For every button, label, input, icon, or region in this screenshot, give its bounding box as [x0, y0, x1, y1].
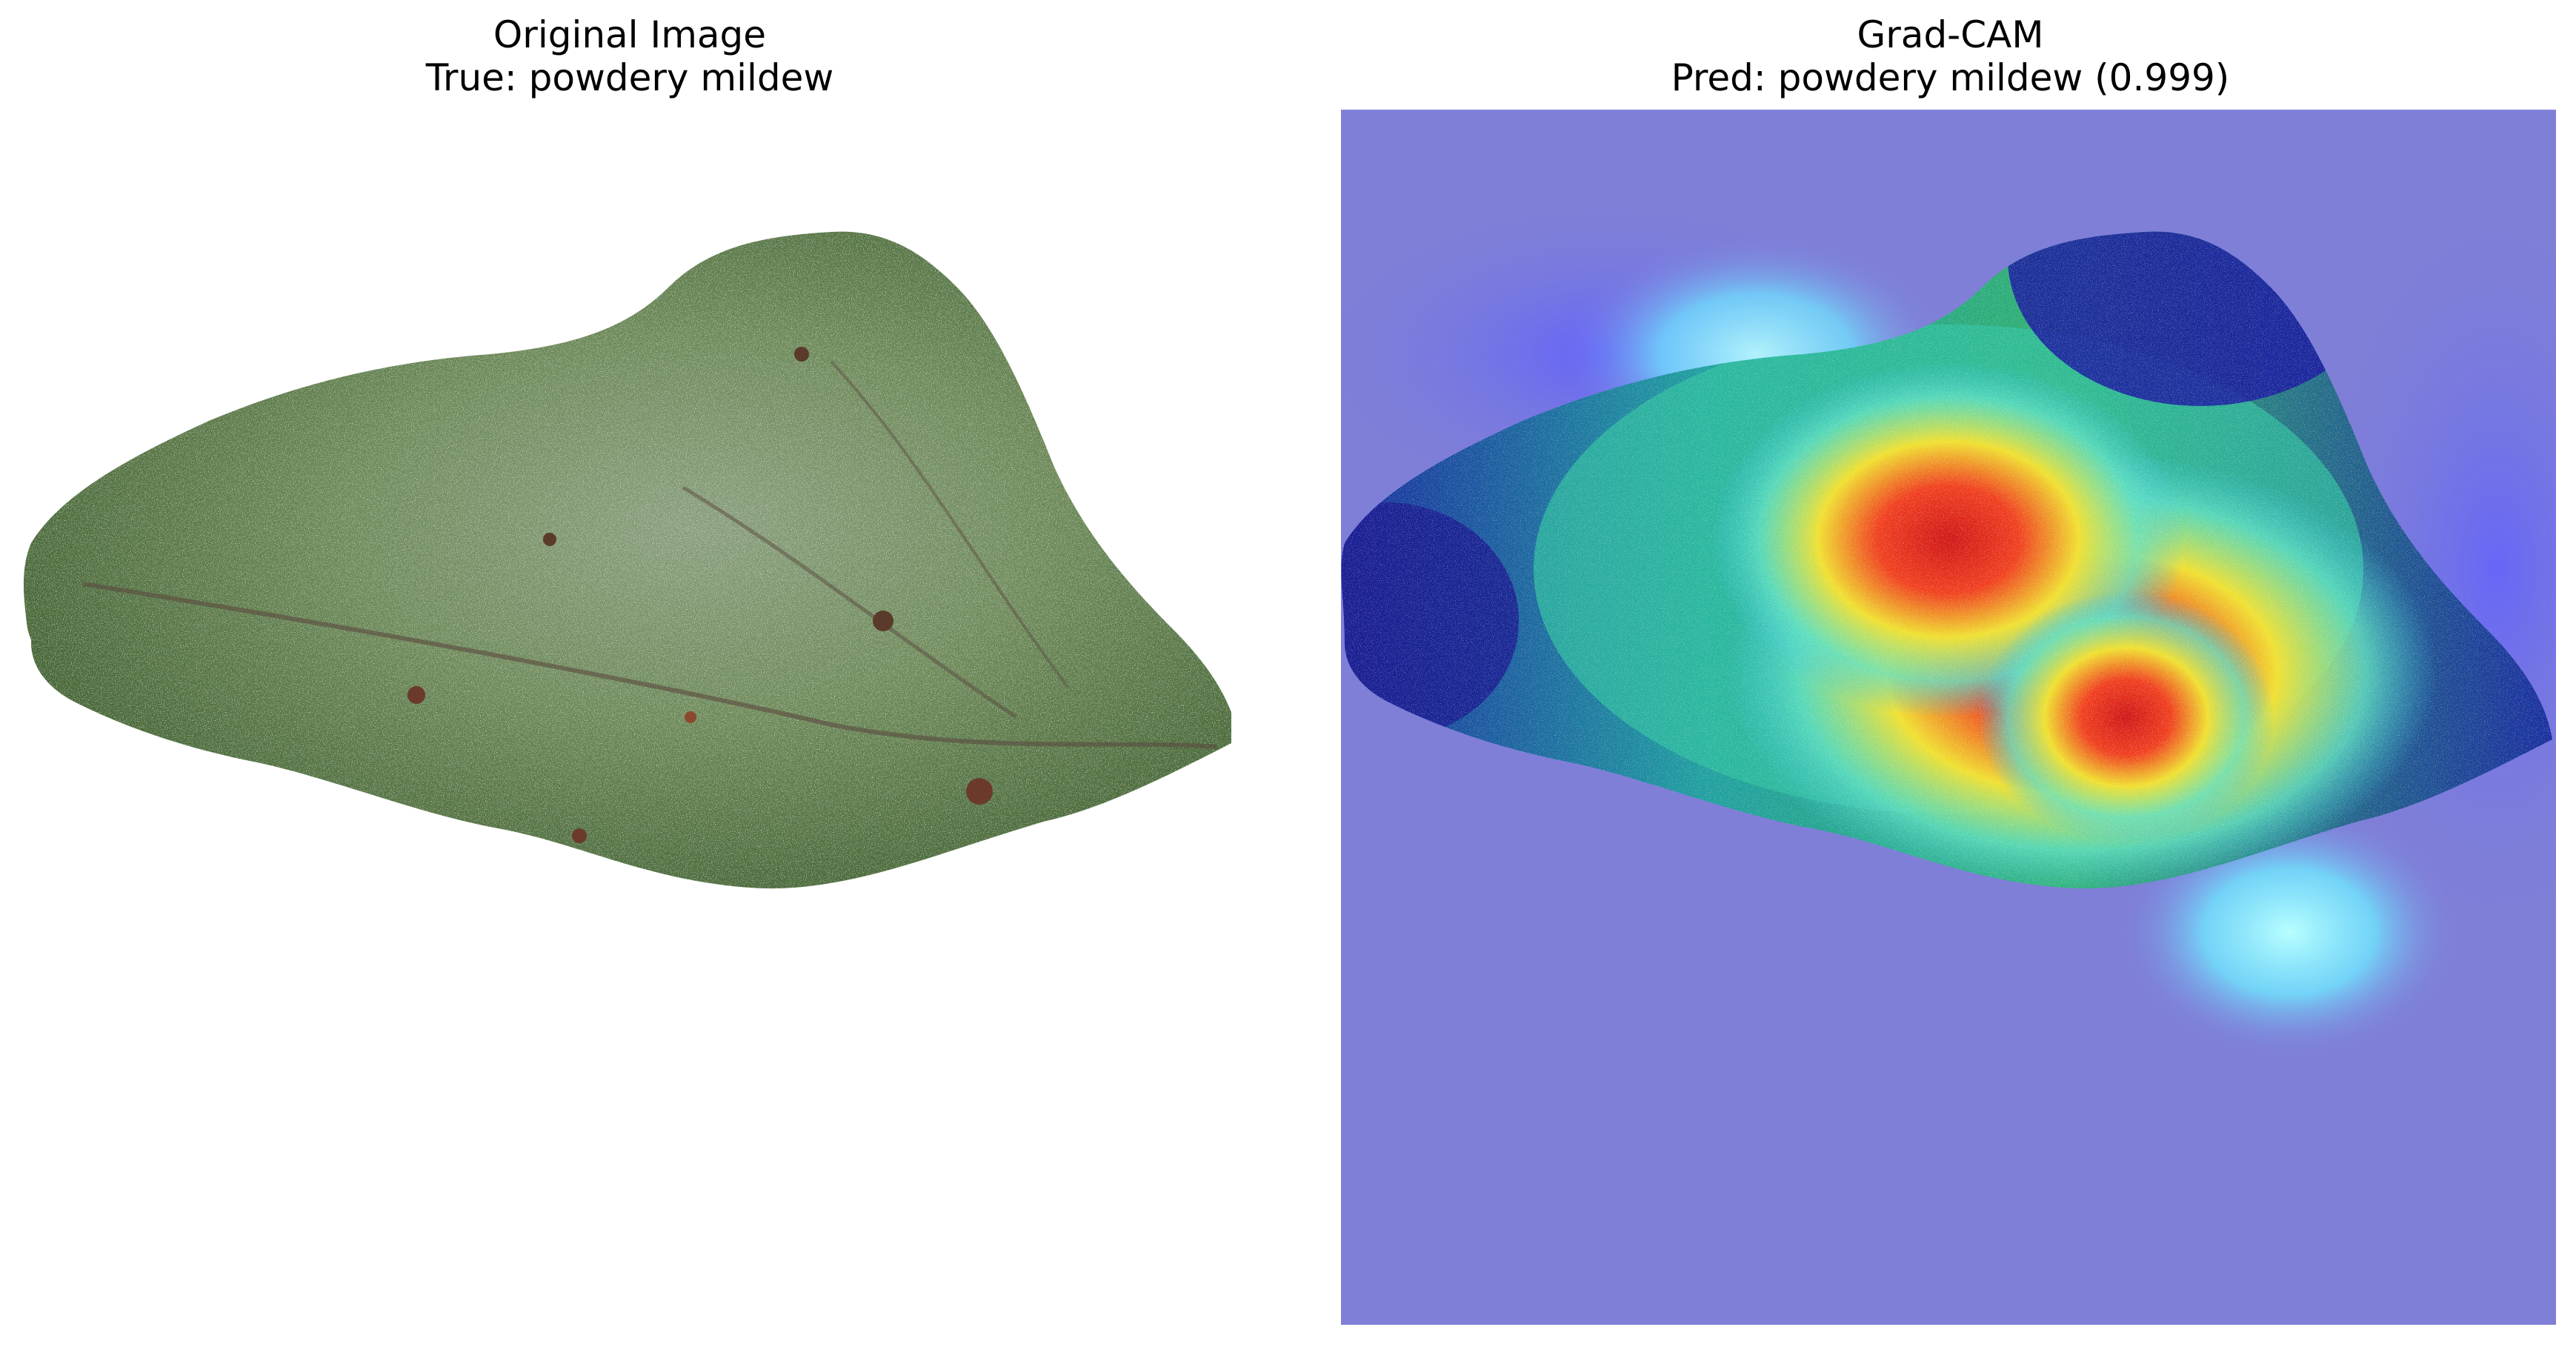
original-image-panel: Original Image True: powdery mildew — [0, 0, 1259, 1347]
gradcam-heatmap-image — [1341, 110, 2556, 1325]
gradcam-title: Grad-CAM Pred: powdery mildew (0.999) — [1341, 13, 2560, 99]
gradcam-overlay — [1341, 110, 2556, 1325]
gradcam-panel: Grad-CAM Pred: powdery mildew (0.999) — [1341, 0, 2560, 1347]
leaf-midrib — [82, 582, 1217, 749]
original-leaf-image — [16, 110, 1231, 1325]
original-image-title: Original Image True: powdery mildew — [0, 13, 1259, 99]
true-label: True: powdery mildew — [425, 56, 834, 99]
prediction-label: Pred: powdery mildew (0.999) — [1671, 56, 2230, 99]
original-image-heading: Original Image — [493, 13, 767, 56]
gradcam-heading: Grad-CAM — [1857, 13, 2044, 56]
leaf-photo — [16, 110, 1231, 1325]
